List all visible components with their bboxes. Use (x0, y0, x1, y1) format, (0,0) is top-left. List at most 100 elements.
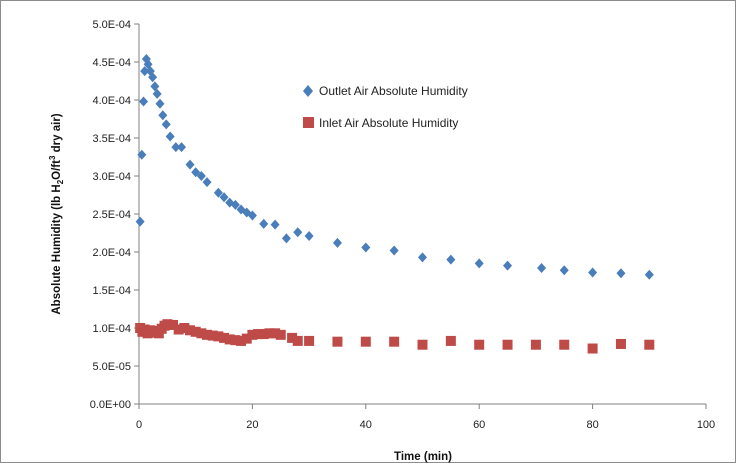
inlet-data-point (190, 326, 201, 337)
outlet-data-point (304, 231, 314, 242)
inlet-data-point (230, 335, 241, 346)
inlet-data-point (502, 339, 513, 350)
legend-marker-outlet-diamond (303, 85, 313, 97)
outlet-data-point (139, 96, 149, 107)
outlet-data-point (418, 252, 427, 263)
inlet-data-point (202, 329, 213, 340)
outlet-data-point (150, 81, 160, 92)
legend-item-outlet: Outlet Air Absolute Humidity (303, 84, 468, 98)
x-ticks: 0 20 40 60 80 100 (136, 404, 715, 431)
outlet-data-point (185, 159, 195, 170)
outlet-data-point (135, 216, 145, 227)
outlet-data-point (332, 237, 342, 248)
inlet-data-point (213, 331, 224, 342)
series-layer (135, 53, 655, 354)
y-tick-label: 1.5E-04 (92, 285, 131, 297)
outlet-data-point (202, 177, 212, 188)
outlet-data-point (361, 242, 371, 253)
inlet-data-point (332, 336, 343, 347)
series-inlet (135, 319, 655, 354)
outlet-data-point (137, 149, 147, 160)
inlet-data-point (275, 329, 286, 340)
y-tick-label: 2.5E-04 (92, 209, 131, 221)
outlet-data-point (165, 131, 175, 142)
outlet-data-point (259, 218, 269, 229)
x-tick-label: 0 (136, 419, 142, 431)
y-tick-label: 4.5E-04 (92, 57, 131, 69)
inlet-data-point (474, 339, 485, 350)
y-tick-label: 2.0E-04 (92, 247, 131, 259)
x-tick-label: 100 (697, 419, 715, 431)
outlet-data-point (446, 254, 456, 265)
x-tick-label: 40 (360, 419, 372, 431)
inlet-data-point (417, 339, 428, 350)
outlet-data-point (161, 119, 171, 130)
outlet-data-point (155, 98, 165, 109)
legend-item-inlet: Inlet Air Absolute Humidity (303, 116, 458, 130)
inlet-data-point (270, 328, 281, 339)
outlet-data-point (213, 187, 223, 198)
y-tick-label: 0.0E+00 (90, 399, 131, 411)
inlet-data-point (219, 332, 230, 343)
outlet-data-point (196, 171, 206, 181)
outlet-data-point (644, 269, 654, 280)
inlet-data-point (162, 319, 173, 330)
outlet-data-point (148, 72, 158, 83)
legend-label-outlet: Outlet Air Absolute Humidity (319, 84, 468, 98)
x-axis-title: Time (min) (394, 451, 452, 463)
inlet-data-point (304, 335, 315, 346)
outlet-data-point (152, 88, 162, 99)
legend-label-inlet: Inlet Air Absolute Humidity (319, 116, 458, 130)
inlet-data-point (530, 339, 541, 350)
inlet-data-point (258, 329, 269, 340)
outlet-data-point (616, 268, 626, 279)
inlet-data-point (615, 338, 626, 349)
inlet-data-point (287, 332, 298, 343)
outlet-data-point (559, 265, 569, 276)
inlet-data-point (207, 330, 218, 341)
outlet-data-point (281, 233, 291, 244)
inlet-data-point (389, 336, 400, 347)
inlet-data-point (185, 325, 196, 336)
inlet-data-point (179, 323, 190, 333)
legend: Outlet Air Absolute Humidity Inlet Air A… (303, 84, 468, 130)
outlet-data-point (503, 260, 513, 271)
outlet-data-point (177, 142, 187, 153)
y-tick-label: 1.0E-04 (92, 323, 131, 335)
y-axis-title: Absolute Humidity (lb H2O/ft3 dry air) (48, 113, 65, 314)
x-tick-label: 20 (246, 419, 258, 431)
outlet-data-point (474, 258, 484, 269)
inlet-data-point (445, 335, 456, 346)
inlet-data-point (292, 335, 303, 346)
legend-marker-inlet-square (303, 117, 314, 128)
y-ticks: 0.0E+00 5.0E-05 1.0E-04 1.5E-04 2.0E-04 2.5E-… (90, 19, 139, 411)
inlet-data-point (173, 324, 184, 335)
outlet-data-point (389, 245, 399, 256)
outlet-data-point (219, 192, 229, 203)
series-outlet (135, 53, 654, 280)
inlet-data-point (224, 334, 235, 345)
inlet-data-point (168, 319, 179, 330)
outlet-data-point (270, 219, 280, 230)
y-tick-label: 3.0E-04 (92, 171, 131, 183)
outlet-data-point (247, 210, 257, 221)
outlet-data-point (140, 66, 150, 77)
y-tick-label: 3.5E-04 (92, 133, 131, 145)
outlet-data-point (230, 199, 240, 210)
inlet-data-point (559, 339, 570, 350)
x-tick-label: 60 (473, 419, 485, 431)
inlet-data-point (236, 335, 247, 346)
inlet-data-point (264, 328, 275, 339)
outlet-data-point (293, 227, 303, 238)
outlet-data-point (588, 267, 598, 278)
inlet-data-point (196, 328, 207, 339)
inlet-data-point (360, 336, 371, 347)
outlet-data-point (537, 262, 547, 273)
inlet-data-point (587, 343, 598, 354)
x-tick-label: 80 (586, 419, 598, 431)
y-tick-label: 5.0E-05 (92, 361, 131, 373)
outlet-data-point (191, 167, 201, 178)
outlet-data-point (158, 110, 168, 121)
